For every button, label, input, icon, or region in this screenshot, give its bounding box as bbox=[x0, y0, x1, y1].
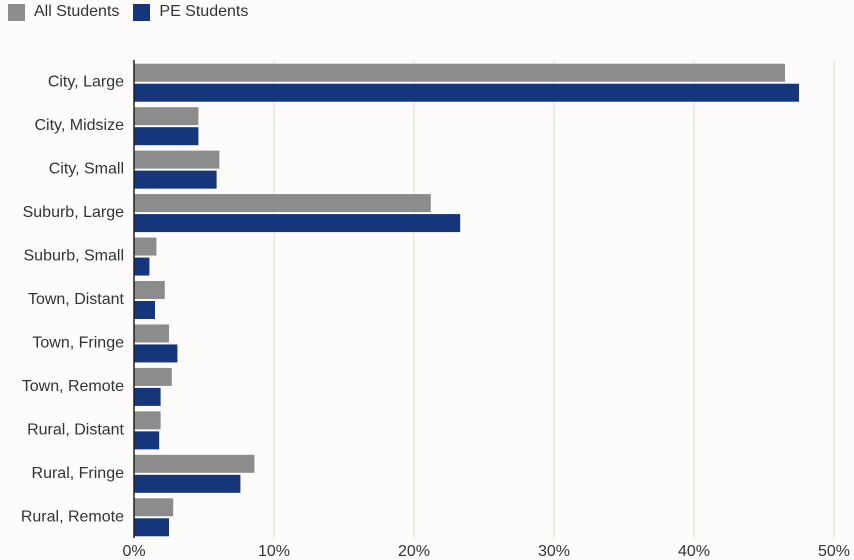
bar-0-1 bbox=[134, 107, 199, 126]
bar-1-8 bbox=[134, 431, 160, 450]
legend-label-pe-students: PE Students bbox=[159, 3, 249, 20]
bar-1-0 bbox=[134, 83, 799, 102]
legend-swatch-all-students bbox=[8, 3, 25, 21]
bar-0-0 bbox=[134, 63, 785, 82]
bar-0-6 bbox=[134, 324, 169, 343]
bar-0-10 bbox=[134, 498, 174, 517]
bar-1-1 bbox=[134, 127, 199, 146]
bar-1-5 bbox=[134, 301, 155, 319]
category-label-8: Rural, Distant bbox=[27, 421, 124, 438]
x-tick-label-30: 30% bbox=[538, 543, 570, 560]
bar-0-7 bbox=[134, 367, 172, 386]
legend: All Students PE Students bbox=[8, 3, 262, 21]
bar-0-9 bbox=[134, 454, 255, 473]
category-label-9: Rural, Fringe bbox=[32, 465, 125, 482]
category-label-5: Town, Distant bbox=[28, 291, 125, 308]
x-tick-label-20: 20% bbox=[398, 543, 430, 560]
category-label-0: City, Large bbox=[48, 74, 124, 91]
bar-1-9 bbox=[134, 474, 241, 493]
category-label-2: City, Small bbox=[49, 161, 124, 178]
category-label-4: Suburb, Small bbox=[24, 248, 125, 265]
legend-label-all-students: All Students bbox=[34, 3, 120, 20]
bar-1-4 bbox=[134, 257, 150, 276]
x-tick-label-50: 50% bbox=[818, 543, 850, 560]
bar-0-2 bbox=[134, 150, 220, 169]
category-label-1: City, Midsize bbox=[35, 117, 125, 134]
legend-item-pe-students: PE Students bbox=[133, 3, 248, 21]
x-tick-label-10: 10% bbox=[258, 543, 290, 560]
bar-0-4 bbox=[134, 237, 157, 256]
category-label-3: Suburb, Large bbox=[23, 204, 125, 221]
bar-1-10 bbox=[134, 518, 169, 537]
bar-1-2 bbox=[134, 170, 217, 189]
x-tick-label-0: 0% bbox=[122, 543, 145, 560]
legend-item-all-students: All Students bbox=[8, 3, 119, 21]
category-label-6: Town, Fringe bbox=[32, 334, 124, 351]
bar-0-5 bbox=[134, 281, 165, 299]
legend-swatch-pe-students bbox=[133, 3, 151, 21]
bar-0-8 bbox=[134, 411, 161, 430]
category-label-10: Rural, Remote bbox=[21, 508, 124, 525]
bar-1-6 bbox=[134, 344, 178, 363]
bar-1-3 bbox=[134, 214, 461, 233]
bar-1-7 bbox=[134, 387, 161, 406]
category-label-7: Town, Remote bbox=[22, 378, 124, 395]
x-tick-label-40: 40% bbox=[678, 543, 710, 560]
bar-0-3 bbox=[134, 194, 431, 213]
